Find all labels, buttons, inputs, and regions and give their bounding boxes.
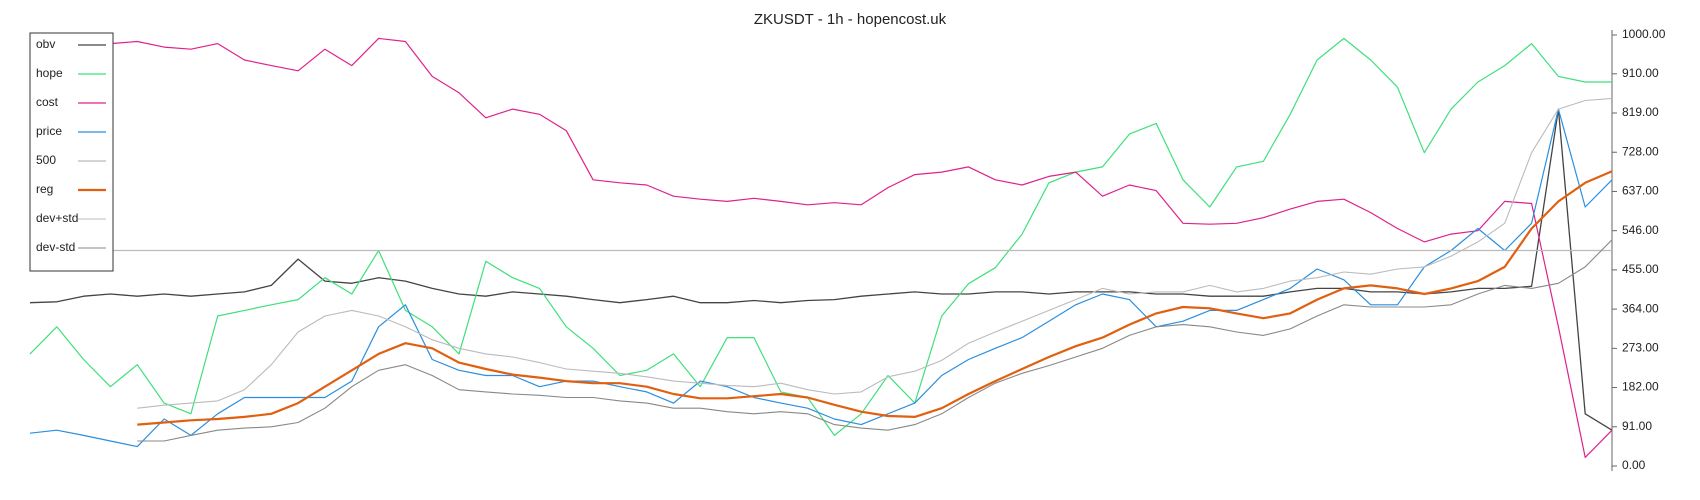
y-tick-label: 182.00 [1622,380,1659,394]
series-line [137,97,1613,409]
legend-label: obv [36,37,55,51]
legend-label: reg [36,182,53,196]
y-tick-label: 273.00 [1622,341,1659,355]
series-line [29,108,1613,448]
legend-label: dev-std [36,240,75,254]
y-tick-label: 819.00 [1622,105,1659,119]
y-tick-label: 455.00 [1622,262,1659,276]
series-line [137,170,1613,426]
series-line [30,37,1613,458]
legend-label: 500 [36,153,56,167]
y-tick-label: 0.00 [1622,458,1646,472]
chart-title: ZKUSDT - 1h - hopencost.uk [754,11,947,28]
series-line [29,37,1612,436]
legend-label: dev+std [36,211,78,225]
y-tick-label: 546.00 [1622,223,1659,237]
series-line [137,239,1613,442]
y-tick-label: 637.00 [1622,184,1659,198]
legend-box [29,32,114,272]
y-tick-label: 1000.00 [1622,27,1666,41]
legend-label: price [36,124,62,138]
y-tick-label: 364.00 [1622,301,1659,315]
y-tick-label: 910.00 [1622,66,1659,80]
y-tick-label: 728.00 [1622,144,1659,158]
legend-label: hope [36,66,63,80]
y-tick-label: 91.00 [1622,419,1652,433]
legend-label: cost [36,95,59,109]
series-line [29,108,1613,431]
